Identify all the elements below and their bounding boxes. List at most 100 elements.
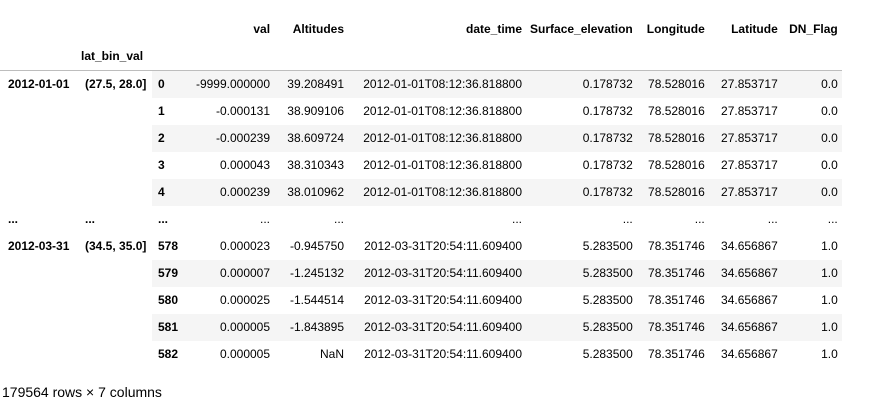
table-cell: -1.245132	[274, 260, 349, 287]
table-cell: 34.656867	[721, 293, 778, 307]
index-lat-bin	[77, 341, 152, 368]
table-cell: 2012-01-01T08:12:36.818800	[348, 70, 527, 98]
column-header: date_time	[466, 22, 523, 36]
column-header: Altitudes	[292, 22, 345, 36]
table-cell: 0.178732	[526, 179, 637, 206]
table-cell: 0.000023	[219, 239, 271, 253]
index-lat-bin	[77, 152, 152, 179]
index-date	[0, 179, 77, 206]
index-row-number: 582	[158, 347, 179, 361]
table-cell: 34.656867	[721, 347, 778, 361]
table-row: 581 0.000005 -1.843895 2012-03-31T20:54:11.…	[0, 314, 842, 341]
table-cell: 5.283500	[582, 347, 633, 361]
table-cell: ...	[274, 206, 349, 233]
table-cell: -0.000131	[215, 104, 271, 118]
index-row-number: 580	[158, 293, 179, 307]
table-cell: 0.000043	[219, 158, 271, 172]
table-cell: 0.000005	[219, 347, 271, 361]
table-cell: 78.351746	[636, 260, 709, 287]
table-cell: 0.178732	[526, 125, 637, 152]
index-date	[0, 98, 77, 125]
table-cell: 2012-03-31T20:54:11.609400	[364, 293, 523, 307]
table-cell: 78.528016	[636, 70, 709, 98]
table-cell: 0.0	[781, 125, 842, 152]
table-cell: 27.853717	[708, 70, 782, 98]
column-header: DN_Flag	[789, 22, 838, 36]
table-row: 580 0.000025 -1.544514 2012-03-31T20:54:11.…	[0, 287, 842, 314]
table-cell: 5.283500	[582, 239, 633, 253]
table-cell: ...	[526, 206, 637, 233]
table-cell: 34.656867	[721, 239, 778, 253]
index-name	[152, 43, 190, 71]
table-row: 2 -0.000239 38.609724 2012-01-01T08:12:36.8…	[0, 125, 842, 152]
table-cell: -1.544514	[289, 293, 345, 307]
dataframe-container: val Altitudes date_time Surface_elevatio…	[0, 16, 842, 368]
table-row: 2012-03-31 (34.5, 35.0] 578 0.000023 -0.9457…	[0, 233, 842, 260]
index-date	[0, 125, 77, 152]
table-cell: NaN	[320, 347, 345, 361]
table-cell: 34.656867	[708, 260, 782, 287]
index-row-number: ...	[152, 206, 191, 233]
table-header: val Altitudes date_time Surface_elevatio…	[0, 16, 842, 71]
table-cell: 78.351746	[648, 293, 705, 307]
table-cell: 38.609724	[274, 125, 349, 152]
column-header: val	[253, 22, 271, 36]
index-lat-bin	[77, 125, 152, 152]
table-cell: 39.208491	[274, 70, 349, 98]
table-cell: 2012-03-31T20:54:11.609400	[364, 239, 523, 253]
index-lat-bin	[77, 314, 152, 341]
index-row-number: 578	[158, 239, 179, 253]
index-row-number: 0	[152, 70, 191, 98]
table-cell: -0.000239	[190, 125, 275, 152]
table-cell: 0.0	[821, 104, 838, 118]
index-header-blank	[77, 16, 152, 43]
index-date	[0, 314, 77, 341]
index-header-blank	[0, 16, 77, 43]
table-cell: -1.843895	[274, 314, 349, 341]
table-cell: 1.0	[781, 314, 842, 341]
table-cell: 78.351746	[648, 239, 705, 253]
index-lat-bin	[77, 179, 152, 206]
table-cell: 5.283500	[526, 260, 637, 287]
ellipsis-row: ..............................	[0, 206, 842, 233]
shape-summary: 179564 rows × 7 columns	[2, 384, 162, 400]
table-cell: -0.945750	[289, 239, 345, 253]
column-header: Surface_elevation	[530, 22, 633, 36]
table-cell: 1.0	[781, 260, 842, 287]
index-name-row: lat_bin_val	[0, 43, 842, 71]
table-cell: 1.0	[821, 239, 838, 253]
index-date	[0, 341, 77, 368]
table-cell: ...	[348, 206, 527, 233]
table-cell: 0.000007	[190, 260, 275, 287]
table-cell: 27.853717	[708, 179, 782, 206]
dataframe-table: val Altitudes date_time Surface_elevatio…	[0, 16, 842, 368]
table-cell: 78.351746	[648, 347, 705, 361]
column-header-row: val Altitudes date_time Surface_elevatio…	[0, 16, 842, 43]
table-cell: 34.656867	[708, 314, 782, 341]
table-cell: 2012-01-01T08:12:36.818800	[348, 125, 527, 152]
table-cell: 78.528016	[648, 104, 705, 118]
table-cell: 78.351746	[636, 314, 709, 341]
index-row-number: 579	[152, 260, 191, 287]
index-lat-bin	[77, 260, 152, 287]
index-lat-bin	[77, 98, 152, 125]
table-cell: ...	[636, 206, 709, 233]
table-row: 1 -0.000131 38.909106 2012-01-01T08:12:36.8…	[0, 98, 842, 125]
index-row-number: 2	[152, 125, 191, 152]
index-date: ...	[0, 206, 77, 233]
table-cell: 2012-01-01T08:12:36.818800	[348, 179, 527, 206]
table-cell: 2012-01-01T08:12:36.818800	[363, 104, 523, 118]
table-row: 579 0.000007 -1.245132 2012-03-31T20:54:11.…	[0, 260, 842, 287]
table-cell: 2012-01-01T08:12:36.818800	[363, 158, 523, 172]
table-cell: 27.853717	[708, 125, 782, 152]
table-cell: -9999.000000	[190, 70, 275, 98]
table-cell: 38.909106	[287, 104, 345, 118]
index-row-number: 581	[152, 314, 191, 341]
table-cell: 0.178732	[526, 70, 637, 98]
table-cell: 0.000239	[190, 179, 275, 206]
table-cell: 2012-03-31T20:54:11.609400	[348, 314, 527, 341]
table-cell: 38.010962	[274, 179, 349, 206]
index-lat-bin	[77, 287, 152, 314]
table-cell: 2012-03-31T20:54:11.609400	[364, 347, 523, 361]
table-row: 4 0.000239 38.010962 2012-01-01T08:12:36.81…	[0, 179, 842, 206]
